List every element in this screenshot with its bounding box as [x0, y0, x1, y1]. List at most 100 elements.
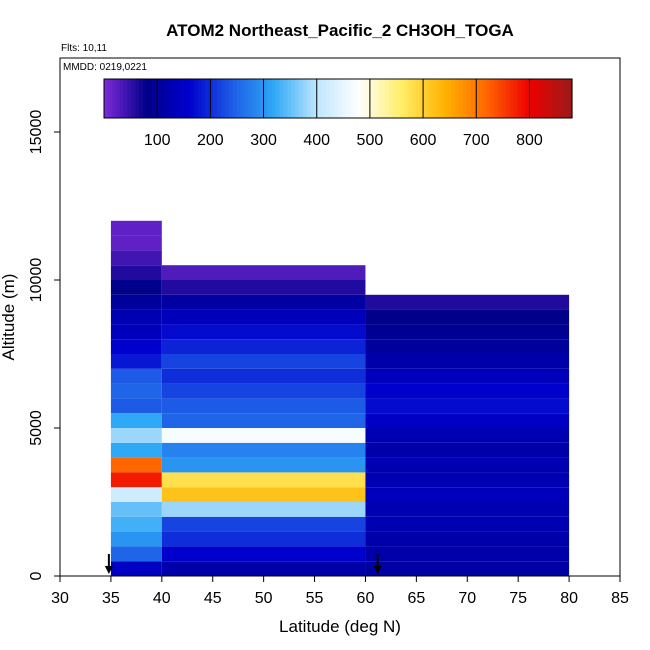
heatmap-cell	[161, 487, 366, 502]
heatmap-cell	[110, 428, 162, 443]
colorbar-segment	[470, 79, 476, 118]
y-axis: 0 5000 10000 15000	[28, 110, 60, 580]
colorbar-segment	[111, 79, 117, 118]
colorbar: 100 200 300 400 500 600 700 800	[103, 78, 573, 149]
heatmap-cell	[110, 413, 162, 428]
colorbar-segment	[384, 79, 390, 118]
heatmap-cell	[110, 309, 162, 325]
colorbar-segment	[357, 79, 362, 118]
colorbar-tick-label: 100	[144, 132, 171, 149]
heatmap-cell	[110, 339, 162, 354]
heatmap-cell	[365, 354, 570, 369]
heatmap-cell	[161, 472, 366, 488]
heatmap-cell	[365, 413, 570, 428]
colorbar-segment	[509, 79, 515, 118]
colorbar-segment	[455, 79, 460, 118]
heatmap-cell	[110, 354, 162, 369]
colorbar-segment	[263, 79, 269, 118]
y-tick-label: 10000	[28, 258, 45, 303]
colorbar-segment	[170, 79, 175, 118]
colorbar-segment	[150, 79, 156, 118]
colorbar-segment	[178, 79, 183, 118]
colorbar-segment	[439, 79, 444, 118]
colorbar-segment	[380, 79, 386, 118]
colorbar-segment	[322, 79, 327, 118]
colorbar-segment	[232, 79, 238, 118]
colorbar-segment	[228, 79, 234, 118]
colorbar-segment	[279, 79, 284, 118]
heatmap-cell	[161, 428, 366, 443]
y-axis-label: Altitude (m)	[0, 274, 18, 361]
colorbar-tick-label: 700	[463, 132, 490, 149]
x-tick-label: 70	[458, 590, 476, 607]
colorbar-segment	[377, 79, 382, 118]
colorbar-segment	[427, 79, 433, 118]
colorbar-segment	[556, 79, 561, 118]
colorbar-segment	[135, 79, 140, 118]
x-tick-label: 80	[560, 590, 578, 607]
colorbar-segment	[408, 79, 413, 118]
colorbar-segment	[283, 79, 288, 118]
colorbar-segment	[217, 79, 222, 118]
heatmap-cell	[365, 339, 570, 354]
colorbar-segment	[513, 79, 518, 118]
dates-annotation: MMDD: 0219,0221	[63, 62, 147, 73]
y-tick-label: 15000	[28, 110, 45, 155]
colorbar-tick-label: 500	[357, 132, 384, 149]
colorbar-segment	[287, 79, 292, 118]
colorbar-segment	[529, 79, 534, 118]
heatmap-cell	[161, 383, 366, 399]
flights-annotation: Flts: 10,11	[61, 43, 107, 54]
colorbar-segment	[365, 79, 370, 118]
colorbar-segment	[224, 79, 230, 118]
colorbar-segment	[185, 79, 191, 118]
colorbar-segment	[404, 79, 409, 118]
colorbar-segment	[318, 79, 323, 118]
colorbar-segment	[291, 79, 296, 118]
colorbar-segment	[107, 79, 113, 118]
heatmap-cell	[365, 516, 570, 532]
colorbar-segment	[146, 79, 152, 118]
heatmap-cell	[110, 516, 162, 532]
heatmap-cell	[365, 457, 570, 473]
heatmap-cell	[365, 561, 570, 576]
colorbar-segment	[252, 79, 257, 118]
x-tick-label: 65	[407, 590, 425, 607]
heatmap-cell	[365, 546, 570, 562]
y-tick-label: 5000	[28, 410, 45, 446]
heatmap-cell	[110, 383, 162, 399]
heatmap-cell	[110, 250, 162, 266]
heatmap-cell	[161, 516, 366, 532]
heatmap-cell	[161, 294, 366, 310]
heatmap-cell	[110, 398, 162, 414]
colorbar-segment	[127, 79, 132, 118]
colorbar-segment	[345, 79, 351, 118]
colorbar-segment	[271, 79, 277, 118]
colorbar-segment	[326, 79, 331, 118]
colorbar-segment	[123, 79, 128, 118]
colorbar-segment	[517, 79, 522, 118]
heatmap-cell	[161, 457, 366, 473]
colorbar-segment	[119, 79, 125, 118]
colorbar-segment	[182, 79, 187, 118]
colorbar-segment	[521, 79, 526, 118]
colorbar-segment	[104, 79, 109, 118]
heatmap-cell	[110, 220, 162, 236]
x-tick-label: 40	[153, 590, 171, 607]
colorbar-segment	[275, 79, 281, 118]
heatmap-cell	[110, 502, 162, 517]
colorbar-segment	[213, 79, 218, 118]
colorbar-segment	[536, 79, 542, 118]
x-tick-label: 45	[204, 590, 222, 607]
heatmap-cell	[365, 487, 570, 502]
colorbar-segment	[209, 79, 214, 118]
colorbar-segment	[221, 79, 226, 118]
colorbar-tick-label: 800	[516, 132, 543, 149]
colorbar-tick-label: 600	[410, 132, 437, 149]
colorbar-segment	[341, 79, 347, 118]
colorbar-segment	[544, 79, 550, 118]
heatmap-cell	[161, 561, 366, 576]
heatmap-cell	[365, 428, 570, 443]
heatmap-cell	[365, 324, 570, 340]
